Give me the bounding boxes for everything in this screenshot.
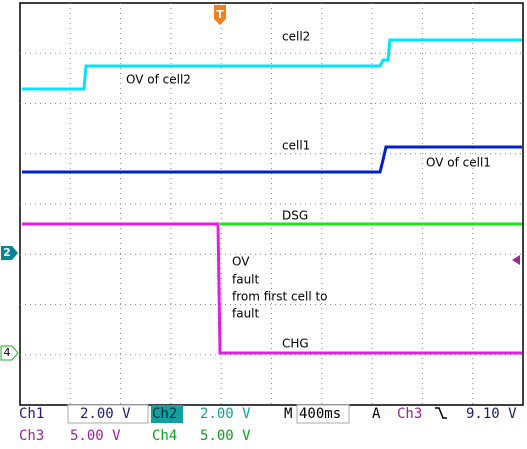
annotation: fault [232, 307, 260, 321]
trace-label: OV of cell2 [126, 73, 191, 87]
ch1-label: Ch1 [19, 406, 44, 422]
trigger-level: 9.10 V [466, 406, 517, 422]
readouts: Ch1 2.00 V Ch2 2.00 V M 400ms A Ch3 9.10… [19, 404, 517, 444]
ch3-label: Ch3 [19, 428, 44, 444]
trigger-level-marker [512, 255, 520, 265]
box [296, 404, 350, 424]
ch3-scale: 5.00 V [70, 428, 121, 444]
trigger-label: T [216, 8, 224, 21]
box [151, 405, 183, 423]
annotation: from first cell to [232, 290, 328, 304]
ch2-marker [1, 246, 18, 260]
ch4-label: Ch4 [152, 428, 177, 444]
cell1-trace [22, 145, 522, 174]
trace-label: DSG [282, 209, 308, 223]
ch4-marker [0, 345, 19, 361]
annotation: OV [232, 255, 250, 269]
time-label: M [284, 406, 292, 422]
ch4-label: 4 [4, 346, 11, 359]
graticule [20, 3, 523, 405]
trigger-source: Ch3 [397, 406, 422, 422]
trace-label: cell2 [282, 30, 310, 44]
trace-label: CHG [282, 337, 309, 351]
ch2-scale: 2.00 V [200, 406, 251, 422]
trigger-marker [214, 5, 226, 25]
trace-label: cell1 [282, 139, 310, 153]
annotation: fault [232, 273, 260, 287]
trigger-label: A [372, 406, 381, 422]
ch1-scale: 2.00 V [80, 406, 131, 422]
chg-trace [22, 222, 522, 355]
cell2-trace [22, 38, 522, 91]
trace-label: OV of cell1 [426, 156, 491, 170]
ch4-scale: 5.00 V [200, 428, 251, 444]
time-scale: 400ms [299, 406, 341, 422]
ch2-label: 2 [3, 246, 11, 259]
box [67, 404, 149, 424]
ch2-label: Ch2 [152, 406, 177, 422]
falling-edge-icon [435, 407, 447, 419]
